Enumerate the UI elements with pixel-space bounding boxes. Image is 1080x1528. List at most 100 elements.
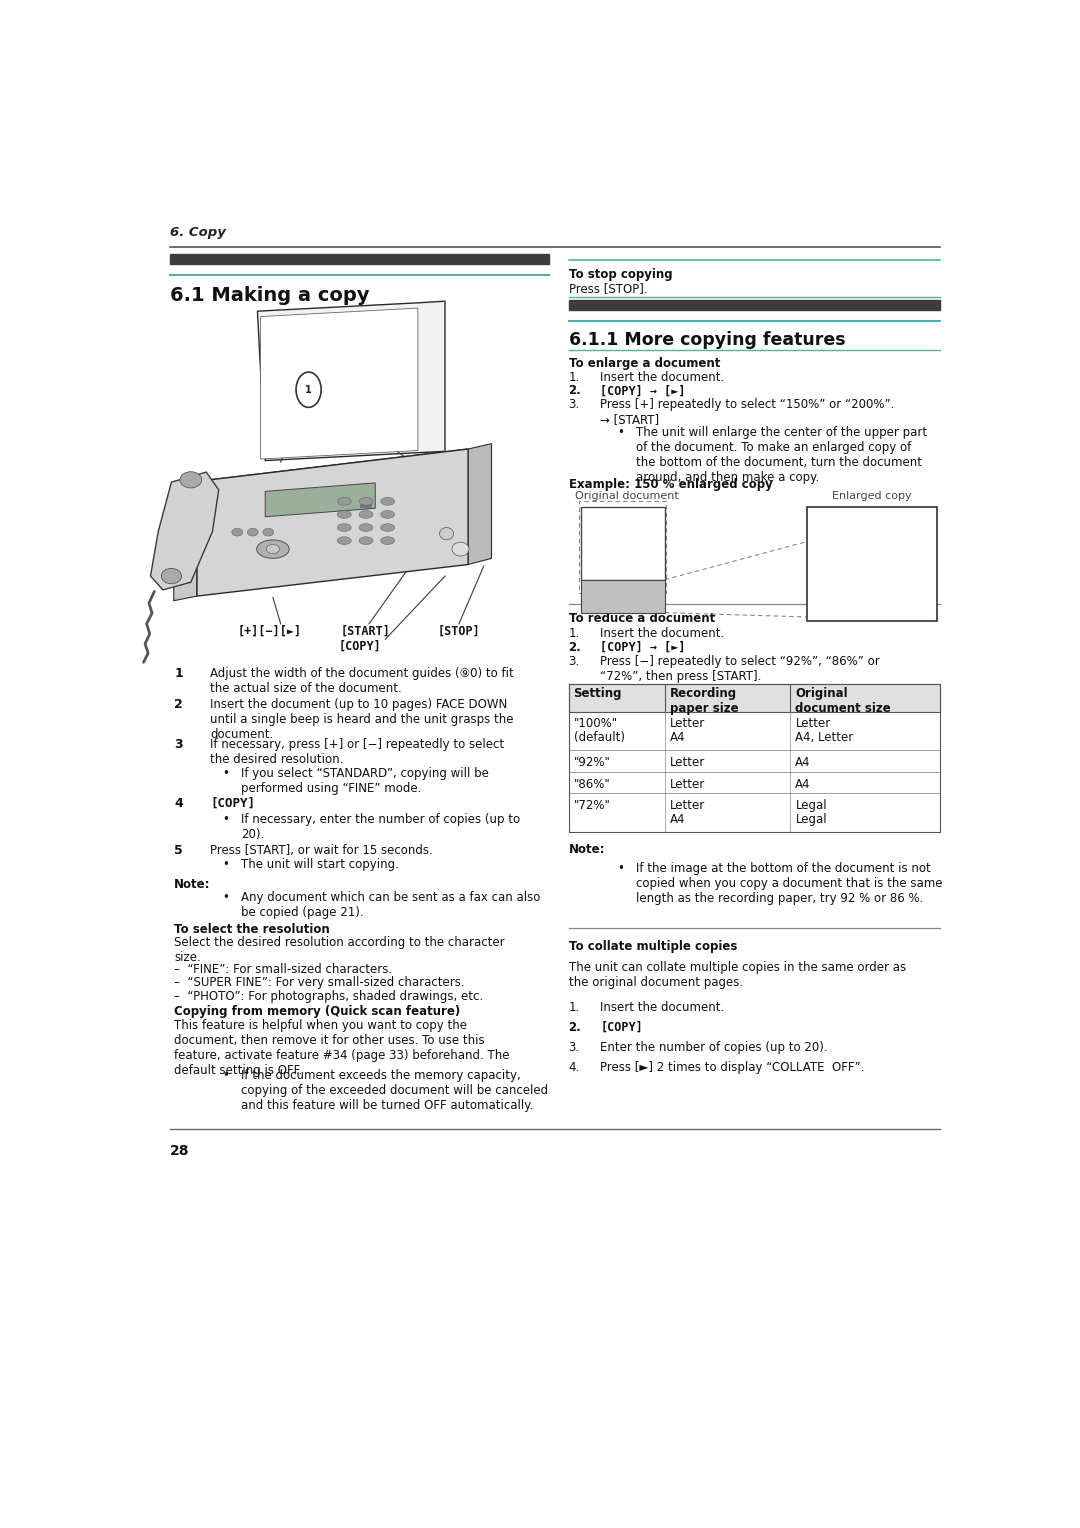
Bar [568,299,941,310]
Text: –  “FINE”: For small-sized characters.: – “FINE”: For small-sized characters. [174,963,392,975]
Text: 3.: 3. [568,399,580,411]
Text: 6.1 Making a copy: 6.1 Making a copy [171,286,369,304]
Text: Letter: Letter [795,718,831,730]
Bar [807,507,936,620]
Bar [581,507,665,579]
Text: Original
document size: Original document size [795,688,891,715]
Text: 2.: 2. [568,640,581,654]
Text: To select the resolution: To select the resolution [174,923,330,935]
Polygon shape [469,443,491,564]
Text: –  “SUPER FINE”: For very small-sized characters.: – “SUPER FINE”: For very small-sized cha… [174,976,465,990]
Text: Press [STOP].: Press [STOP]. [568,283,647,295]
Ellipse shape [337,524,351,532]
Text: 2.: 2. [568,385,581,397]
Text: If necessary, enter the number of copies (up to
20).: If necessary, enter the number of copies… [241,813,521,842]
Text: 2: 2 [174,698,184,712]
Text: A  B: A B [594,513,616,524]
Text: "100%": "100%" [573,718,618,730]
Ellipse shape [257,539,289,558]
Text: Letter: Letter [670,799,705,811]
Ellipse shape [359,524,373,532]
Text: 28: 28 [171,1143,190,1158]
Text: •: • [222,1070,229,1082]
Ellipse shape [337,536,351,544]
Text: A4: A4 [795,778,811,790]
Text: Letter: Letter [670,778,705,790]
Text: [COPY] → [►]: [COPY] → [►] [600,640,686,654]
Text: To enlarge a document: To enlarge a document [568,358,720,370]
Ellipse shape [440,527,454,539]
Text: Select the desired resolution according to the character
size.: Select the desired resolution according … [174,937,505,964]
Text: A4: A4 [670,732,686,744]
Bar [568,793,941,831]
Ellipse shape [380,524,394,532]
Text: 3.: 3. [568,1041,580,1054]
Ellipse shape [262,529,273,536]
Ellipse shape [380,536,394,544]
Text: Recording
paper size: Recording paper size [670,688,739,715]
Text: [COPY]: [COPY] [339,640,381,652]
Text: A  B: A B [828,524,856,538]
Polygon shape [266,483,375,516]
Text: Adjust the width of the document guides (⑨0) to fit
the actual size of the docum: Adjust the width of the document guides … [211,666,514,695]
Text: Insert the document.: Insert the document. [600,371,725,384]
Polygon shape [260,309,418,458]
Text: 3: 3 [174,738,183,750]
Text: This feature is helpful when you want to copy the
document, then remove it for o: This feature is helpful when you want to… [174,1019,510,1077]
Text: Enlarged copy: Enlarged copy [833,492,912,501]
Text: Legal: Legal [795,813,827,827]
Polygon shape [257,301,445,460]
Text: "92%": "92%" [573,756,610,769]
Bar [580,501,666,593]
Bar [581,579,665,613]
Polygon shape [150,472,218,590]
Text: 1.: 1. [568,1001,580,1015]
Polygon shape [174,449,469,487]
Text: 6.1.1 More copying features: 6.1.1 More copying features [568,332,846,350]
Text: 2.: 2. [568,1021,581,1034]
Bar [568,750,941,772]
Bar [568,685,941,712]
Text: [START]: [START] [340,625,390,637]
Text: Insert the document.: Insert the document. [600,626,725,640]
Bar [568,685,941,831]
Text: A4, Letter: A4, Letter [795,732,853,744]
Text: The unit will start copying.: The unit will start copying. [241,857,400,871]
Ellipse shape [180,472,202,487]
Text: C  D: C D [594,542,617,552]
Text: 1.: 1. [568,626,580,640]
Ellipse shape [359,536,373,544]
Text: The unit can collate multiple copies in the same order as
the original document : The unit can collate multiple copies in … [568,961,906,989]
Text: A4: A4 [670,813,686,827]
Text: 1.: 1. [568,371,580,384]
Text: [STOP]: [STOP] [437,625,480,637]
Text: Insert the document.: Insert the document. [600,1001,725,1015]
Text: Press [+] repeatedly to select “150%” or “200%”.
→ [START]: Press [+] repeatedly to select “150%” or… [600,399,894,426]
Ellipse shape [451,542,469,556]
Ellipse shape [337,510,351,518]
Ellipse shape [232,529,243,536]
Circle shape [296,373,321,408]
Text: •: • [222,813,229,827]
Bar [171,254,550,264]
Text: •: • [617,862,624,876]
Text: Letter: Letter [670,718,705,730]
Bar [568,772,941,793]
Text: (default): (default) [573,732,624,744]
Text: –  “PHOTO”: For photographs, shaded drawings, etc.: – “PHOTO”: For photographs, shaded drawi… [174,990,484,1004]
Text: A4: A4 [795,756,811,769]
Polygon shape [197,449,469,596]
Text: To collate multiple copies: To collate multiple copies [568,940,737,953]
Polygon shape [174,481,197,601]
Text: If you select “STANDARD”, copying will be
performed using “FINE” mode.: If you select “STANDARD”, copying will b… [241,767,489,795]
Text: [COPY] → [►]: [COPY] → [►] [600,385,686,397]
Ellipse shape [359,498,373,506]
Ellipse shape [359,510,373,518]
Text: Setting: Setting [573,688,622,700]
Text: 3.: 3. [568,654,580,668]
Text: Press [START], or wait for 15 seconds.: Press [START], or wait for 15 seconds. [211,843,433,857]
Text: To stop copying: To stop copying [568,267,672,281]
Text: Enter the number of copies (up to 20).: Enter the number of copies (up to 20). [600,1041,828,1054]
Text: Legal: Legal [795,799,827,811]
Ellipse shape [380,498,394,506]
